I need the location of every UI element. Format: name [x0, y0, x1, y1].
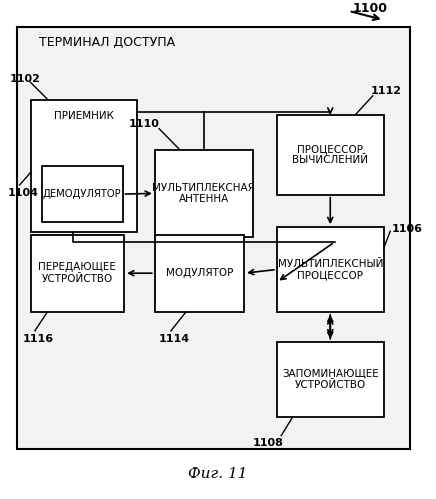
- Text: ТЕРМИНАЛ ДОСТУПА: ТЕРМИНАЛ ДОСТУПА: [39, 36, 175, 49]
- Bar: [155, 150, 253, 237]
- Text: 1100: 1100: [352, 2, 387, 15]
- Bar: [31, 100, 137, 232]
- Bar: [277, 115, 384, 195]
- Text: МУЛЬТИПЛЕКСНАЯ
АНТЕННА: МУЛЬТИПЛЕКСНАЯ АНТЕННА: [153, 183, 255, 204]
- Text: 1116: 1116: [23, 334, 54, 344]
- Text: МУЛЬТИПЛЕКСНЫЙ
ПРОЦЕССОР: МУЛЬТИПЛЕКСНЫЙ ПРОЦЕССОР: [278, 258, 383, 280]
- Text: ПЕРЕДАЮЩЕЕ
УСТРОЙСТВО: ПЕРЕДАЮЩЕЕ УСТРОЙСТВО: [38, 262, 116, 284]
- Text: МОДУЛЯТОР: МОДУЛЯТОР: [166, 268, 233, 278]
- Text: Фиг. 11: Фиг. 11: [188, 467, 248, 481]
- Bar: [42, 166, 123, 222]
- Text: 1112: 1112: [371, 86, 402, 96]
- Text: 1102: 1102: [10, 74, 41, 84]
- Bar: [277, 227, 384, 312]
- Bar: [277, 342, 384, 417]
- Bar: [31, 235, 124, 312]
- Bar: [17, 27, 410, 449]
- Text: ДЕМОДУЛЯТОР: ДЕМОДУЛЯТОР: [43, 189, 122, 199]
- Bar: [155, 235, 244, 312]
- Text: 1108: 1108: [253, 438, 284, 448]
- Text: ПРИЕМНИК: ПРИЕМНИК: [54, 111, 114, 121]
- Text: ПРОЦЕССОР
ВЫЧИСЛЕНИЙ: ПРОЦЕССОР ВЫЧИСЛЕНИЙ: [292, 144, 368, 166]
- Text: 1106: 1106: [392, 224, 422, 234]
- Text: 1110: 1110: [129, 119, 160, 129]
- Text: 1114: 1114: [159, 334, 190, 344]
- Text: 1104: 1104: [8, 189, 39, 199]
- Text: ЗАПОМИНАЮЩЕЕ
УСТРОЙСТВО: ЗАПОМИНАЮЩЕЕ УСТРОЙСТВО: [282, 368, 378, 390]
